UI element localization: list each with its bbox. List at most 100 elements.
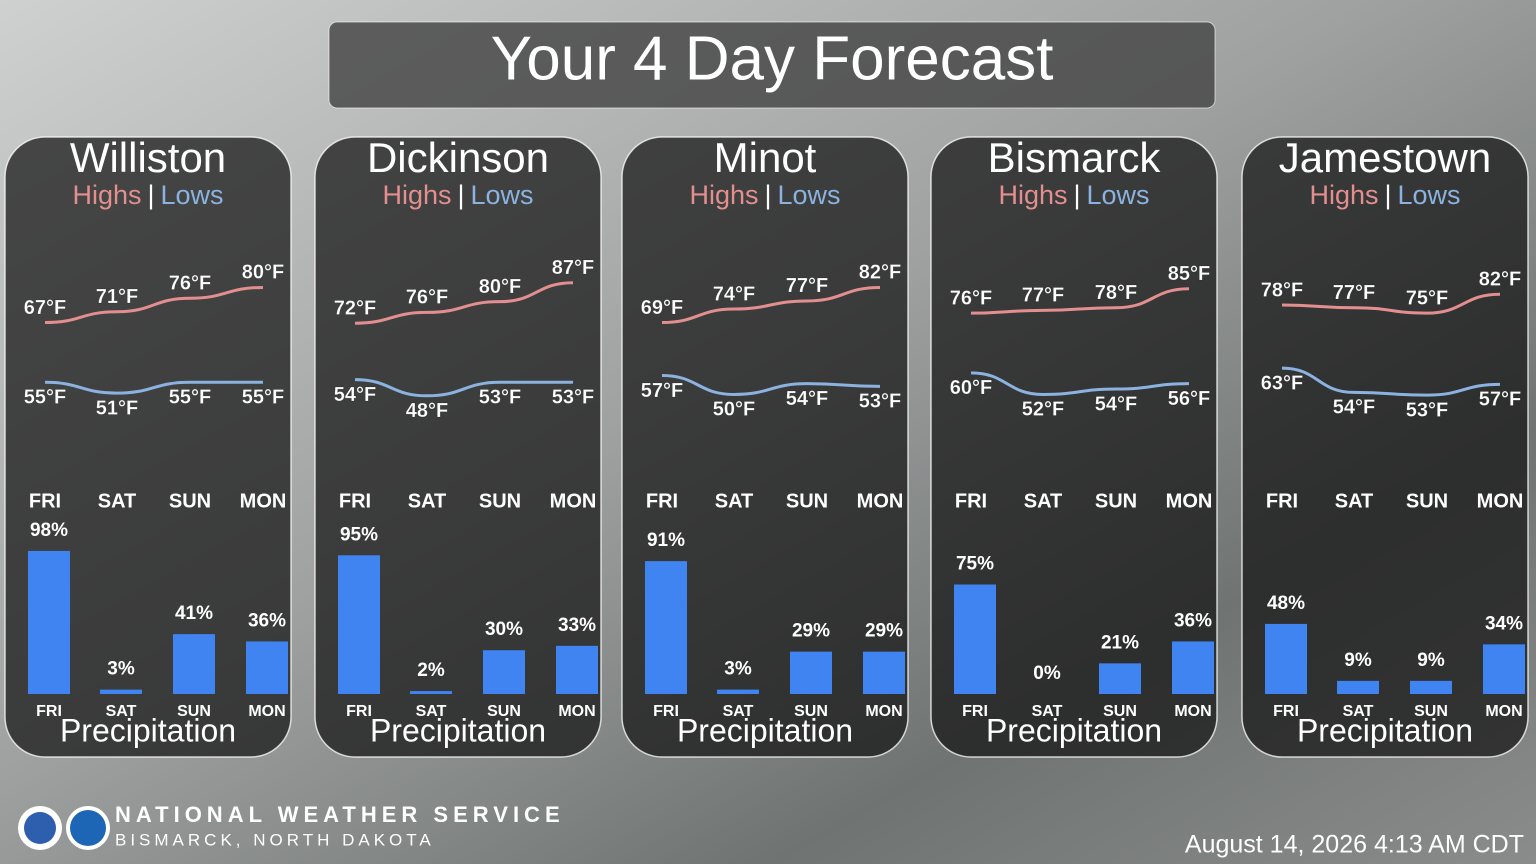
city-panel [4, 136, 292, 758]
precip-day-label: MON [865, 703, 902, 720]
temperature-label: 82°F [1479, 268, 1521, 290]
legend-separator: | [457, 180, 464, 210]
temperature-label: 53°F [479, 387, 521, 409]
legend: Highs | Lows [382, 180, 533, 210]
precip-bar [1410, 680, 1452, 694]
precip-day-label: MON [558, 703, 595, 720]
precip-label: 36% [248, 610, 286, 631]
precip-label: 98% [30, 520, 68, 541]
precip-bar [556, 645, 598, 694]
precip-bar [717, 689, 759, 694]
temperature-line [661, 285, 881, 325]
temperature-line [970, 371, 1190, 396]
day-label: SAT [715, 490, 754, 512]
precip-label: 91% [647, 530, 685, 551]
legend-entry: Lows [1087, 180, 1150, 210]
day-label: MON [240, 490, 287, 512]
precip-label: 0% [1033, 663, 1061, 684]
precip-bar [1099, 663, 1141, 694]
temperature-label: 78°F [1095, 282, 1137, 304]
precip-label: 30% [485, 619, 523, 640]
temperature-label: 76°F [950, 287, 992, 309]
day-label: SUN [1095, 490, 1137, 512]
temperature-label: 51°F [96, 397, 138, 419]
temperature-label: 55°F [169, 387, 211, 409]
precip-label: 9% [1344, 650, 1372, 671]
precip-day-label: FRI [36, 703, 62, 720]
agency-name: NATIONAL WEATHER SERVICE [115, 802, 565, 827]
precip-bar [645, 561, 687, 694]
temperature-label: 63°F [1261, 372, 1303, 394]
precip-title: Precipitation [370, 712, 546, 748]
precip-label: 34% [1485, 613, 1523, 634]
precip-day-label: FRI [962, 703, 988, 720]
temperature-label: 75°F [1406, 287, 1448, 309]
precip-bar [790, 651, 832, 694]
precip-day-label: SUN [487, 703, 521, 720]
city-name: Dickinson [367, 134, 549, 181]
legend-separator: | [1073, 180, 1080, 210]
precip-label: 9% [1417, 650, 1445, 671]
temperature-label: 53°F [1406, 399, 1448, 421]
precip-bar [338, 555, 380, 694]
precip-bar [483, 650, 525, 694]
temperature-label: 74°F [713, 283, 755, 305]
temperature-label: 87°F [552, 257, 594, 279]
temperature-label: 53°F [859, 391, 901, 413]
precip-title: Precipitation [60, 712, 236, 748]
nws-logo-inner [24, 812, 56, 844]
precip-bar [1337, 680, 1379, 694]
precip-label: 33% [558, 615, 596, 636]
temperature-label: 85°F [1168, 263, 1210, 285]
precip-label: 3% [724, 659, 752, 680]
day-label: SUN [479, 490, 521, 512]
precip-day-label: SAT [1032, 703, 1063, 720]
precip-day-label: FRI [653, 703, 679, 720]
temperature-label: 60°F [950, 377, 992, 399]
temperature-line [1281, 292, 1501, 315]
city-panel [1241, 136, 1529, 758]
temperature-label: 77°F [786, 275, 828, 297]
precip-day-label: SAT [106, 703, 137, 720]
legend: Highs | Lows [72, 180, 223, 210]
temperature-label: 76°F [406, 287, 448, 309]
day-label: SAT [1335, 490, 1374, 512]
precip-day-label: SUN [1414, 703, 1448, 720]
day-label: MON [1166, 490, 1213, 512]
precip-label: 2% [417, 660, 445, 681]
precip-bar [954, 584, 996, 694]
precip-bar [173, 634, 215, 694]
day-label: MON [857, 490, 904, 512]
legend: Highs | Lows [689, 180, 840, 210]
precip-label: 29% [792, 621, 830, 642]
legend-entry: Lows [161, 180, 224, 210]
precip-label: 41% [175, 603, 213, 624]
precip-day-label: SUN [1103, 703, 1137, 720]
legend: Highs | Lows [1309, 180, 1460, 210]
precip-label: 95% [340, 524, 378, 545]
precip-label: 75% [956, 554, 994, 575]
day-label: MON [550, 490, 597, 512]
precip-day-label: MON [248, 703, 285, 720]
precip-bar [1265, 623, 1307, 694]
temperature-line [354, 281, 574, 325]
temperature-label: 54°F [786, 388, 828, 410]
city-panel [621, 136, 909, 758]
precip-bar [1172, 641, 1214, 694]
legend-separator: | [764, 180, 771, 210]
precip-day-label: MON [1485, 703, 1522, 720]
precip-day-label: FRI [346, 703, 372, 720]
noaa-logo-inner [70, 810, 106, 846]
temperature-line [1281, 366, 1501, 397]
precip-label: 48% [1267, 593, 1305, 614]
temperature-label: 57°F [641, 380, 683, 402]
legend-entry: Lows [471, 180, 534, 210]
temperature-label: 57°F [1479, 389, 1521, 411]
temperature-line [44, 380, 263, 395]
day-label: SUN [786, 490, 828, 512]
precip-title: Precipitation [677, 712, 853, 748]
legend-entry: Highs [998, 180, 1067, 210]
day-label: FRI [29, 490, 61, 512]
